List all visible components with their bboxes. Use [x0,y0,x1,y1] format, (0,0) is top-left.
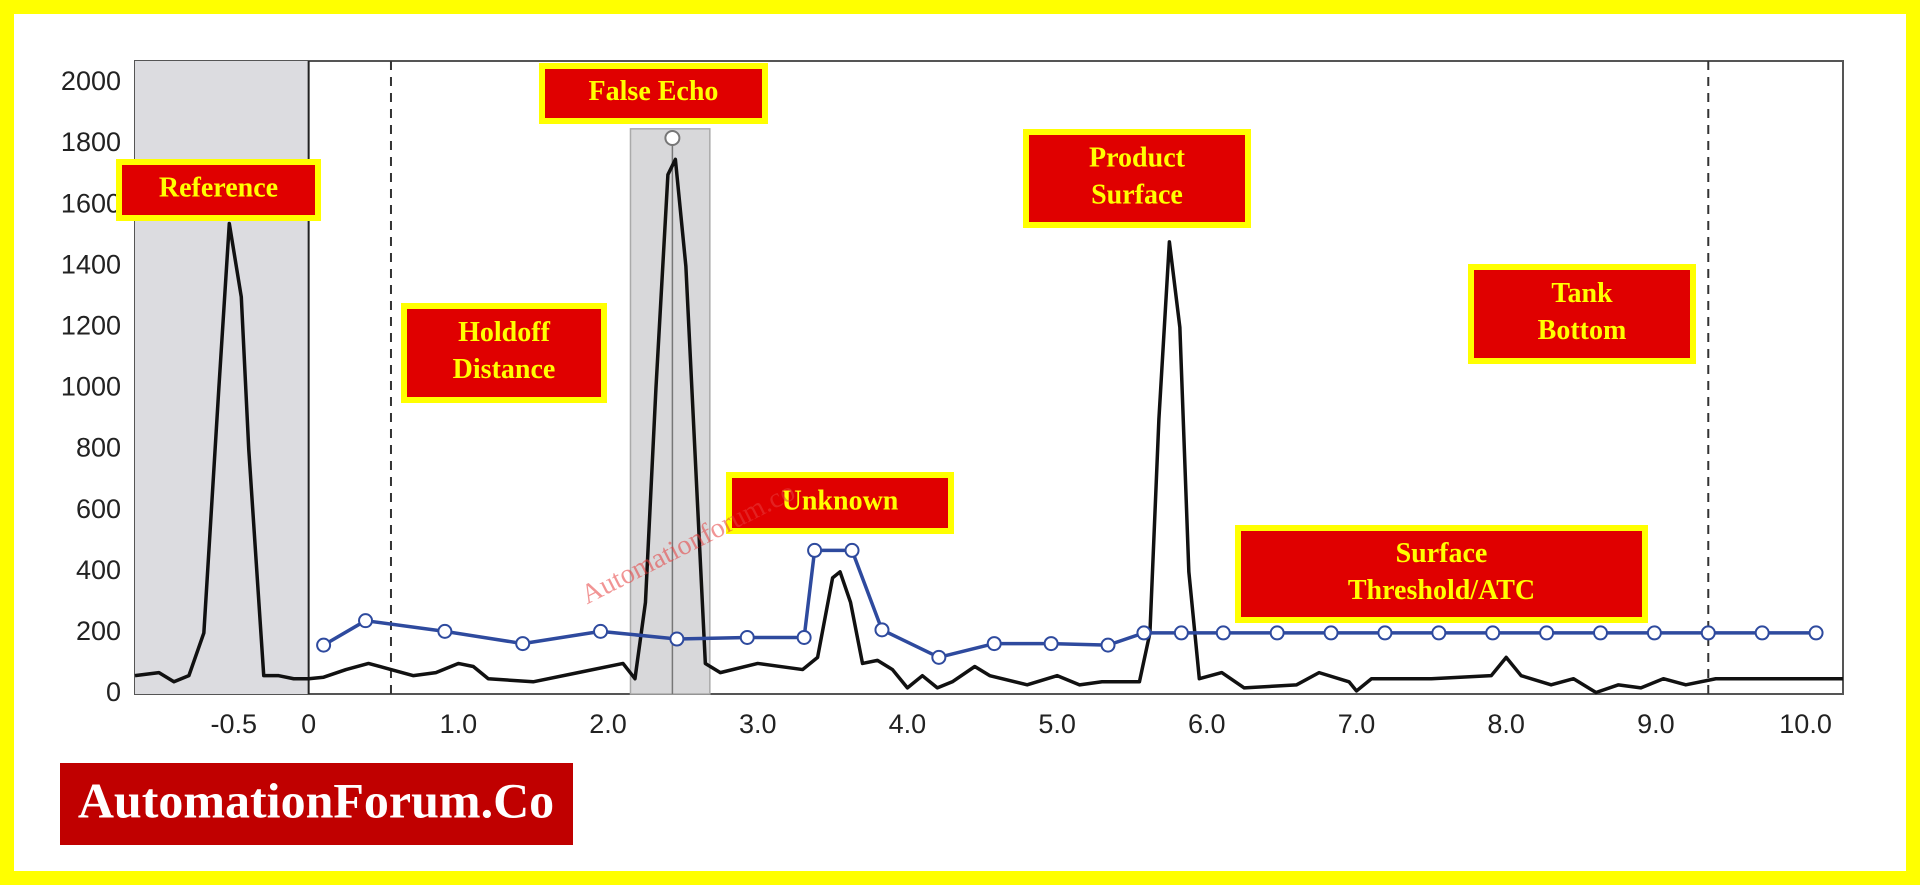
annotation-text: Threshold/ATC [1348,575,1535,606]
point [1808,625,1824,641]
point [316,637,332,653]
y-tick-label: 400 [76,555,121,585]
logo: AutomationForum.Co [78,772,554,828]
x-tick-label: 6.0 [1188,709,1226,739]
point [358,613,374,629]
x-tick-label: 2.0 [589,709,627,739]
annotation-text: Reference [159,172,278,203]
x-tick-label: 8.0 [1487,709,1525,739]
point [1136,625,1152,641]
point [1700,625,1716,641]
annotation-text: Distance [453,354,556,385]
point [1323,625,1339,641]
y-tick-label: 800 [76,433,121,463]
annotation-text: False Echo [589,76,719,107]
point [1215,625,1231,641]
logo-box [60,763,573,845]
annotation-box [1235,525,1648,623]
point [1646,625,1662,641]
y-tick-label: 1200 [61,311,121,341]
x-tick-label: 7.0 [1338,709,1376,739]
annotation-box [539,63,768,124]
annotation-box [401,303,607,403]
y-tick-label: 2000 [61,66,121,96]
point [1754,625,1770,641]
x-tick-label: 1.0 [440,709,478,739]
point [1100,637,1116,653]
annotation-text: Bottom [1538,315,1627,346]
y-tick-label: 200 [76,616,121,646]
y-tick-label: 0 [106,677,121,707]
annotation-box [116,159,321,221]
point [1377,625,1393,641]
annotation-box [1023,129,1251,228]
point [437,623,453,639]
annotation-text: Unknown [782,485,899,516]
x-tick-label: 10.0 [1779,709,1832,739]
annotation-text: Surface [1396,538,1488,569]
x-tick-label: 5.0 [1038,709,1076,739]
x-tick-label: 4.0 [889,709,927,739]
point [1043,636,1059,652]
point [1539,625,1555,641]
annotation-box [726,472,954,534]
point [669,631,685,647]
x-tick-label: -0.5 [211,709,258,739]
series-line [134,157,1843,695]
point [1485,625,1501,641]
point [796,629,812,645]
y-tick-label: 1600 [61,188,121,218]
annotation-text: Holdoff [458,317,550,348]
point [739,629,755,645]
x-tick-label: 9.0 [1637,709,1675,739]
y-tick-label: 1800 [61,127,121,157]
y-tick-label: 600 [76,494,121,524]
y-tick-label: 1400 [61,249,121,279]
reference-zone [135,61,309,694]
annotation-box [1468,264,1696,364]
y-tick-label: 1000 [61,372,121,402]
annotation-text: Surface [1091,179,1183,210]
point [874,622,890,638]
point [1431,625,1447,641]
x-tick-label: 3.0 [739,709,777,739]
annotation-text: Tank [1551,278,1613,309]
point [1269,625,1285,641]
point [515,636,531,652]
point [931,649,947,665]
false-echo-peak [664,129,681,146]
point [807,542,823,558]
point [986,636,1002,652]
false-echo-zone [629,128,711,695]
x-tick-label: 0 [301,709,316,739]
point [1173,625,1189,641]
point [844,542,860,558]
point [1592,625,1608,641]
point [593,623,609,639]
annotation-text: Product [1089,142,1186,173]
